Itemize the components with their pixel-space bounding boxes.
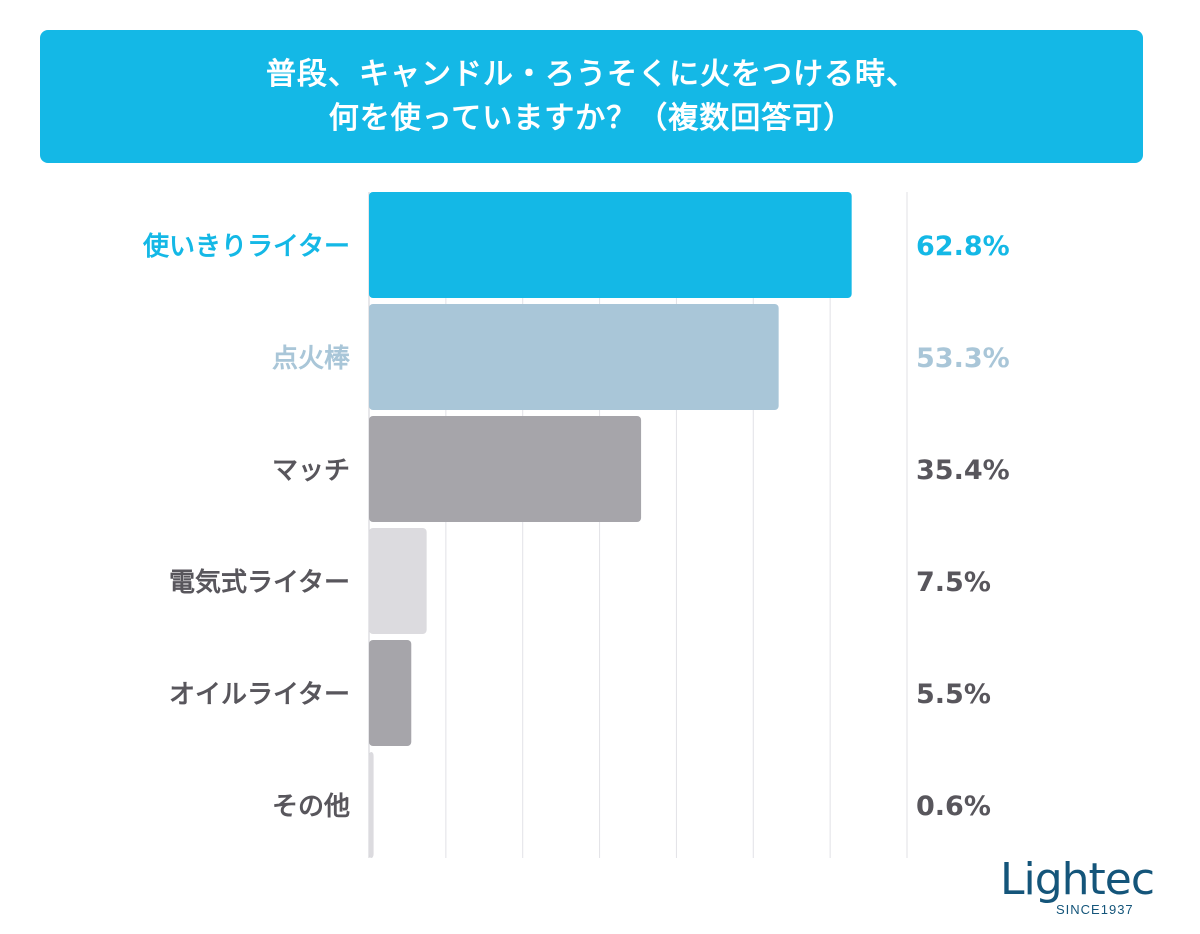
value-label: 62.8% xyxy=(916,231,1010,262)
value-label: 7.5% xyxy=(916,567,991,598)
category-label: 電気式ライター xyxy=(169,567,350,598)
value-label: 5.5% xyxy=(916,679,991,710)
bar xyxy=(369,752,374,858)
logo-wordmark: Lightec xyxy=(1000,854,1155,905)
logo-tagline: SINCE1937 xyxy=(1056,902,1134,917)
bar xyxy=(369,640,412,746)
value-label: 0.6% xyxy=(916,791,991,822)
bar xyxy=(369,528,427,634)
value-label: 53.3% xyxy=(916,343,1010,374)
category-label: オイルライター xyxy=(169,680,350,710)
category-label: その他 xyxy=(272,792,350,822)
category-label: マッチ xyxy=(272,456,350,486)
bar xyxy=(369,416,642,522)
value-label: 35.4% xyxy=(916,455,1010,486)
lightec-logo: Lightec SINCE1937 xyxy=(1000,858,1155,922)
chart-title-line-2: 何を使っていますか？（複数回答可） xyxy=(328,100,855,136)
chart-title-line-1: 普段、キャンドル・ろうそくに火をつける時、 xyxy=(266,56,917,92)
category-label: 点火棒 xyxy=(272,343,351,374)
category-label: 使いきりライター xyxy=(142,232,350,262)
bar xyxy=(369,192,852,298)
chart-title-banner: 普段、キャンドル・ろうそくに火をつける時、 何を使っていますか？（複数回答可） xyxy=(40,30,1143,163)
bar xyxy=(369,304,779,410)
